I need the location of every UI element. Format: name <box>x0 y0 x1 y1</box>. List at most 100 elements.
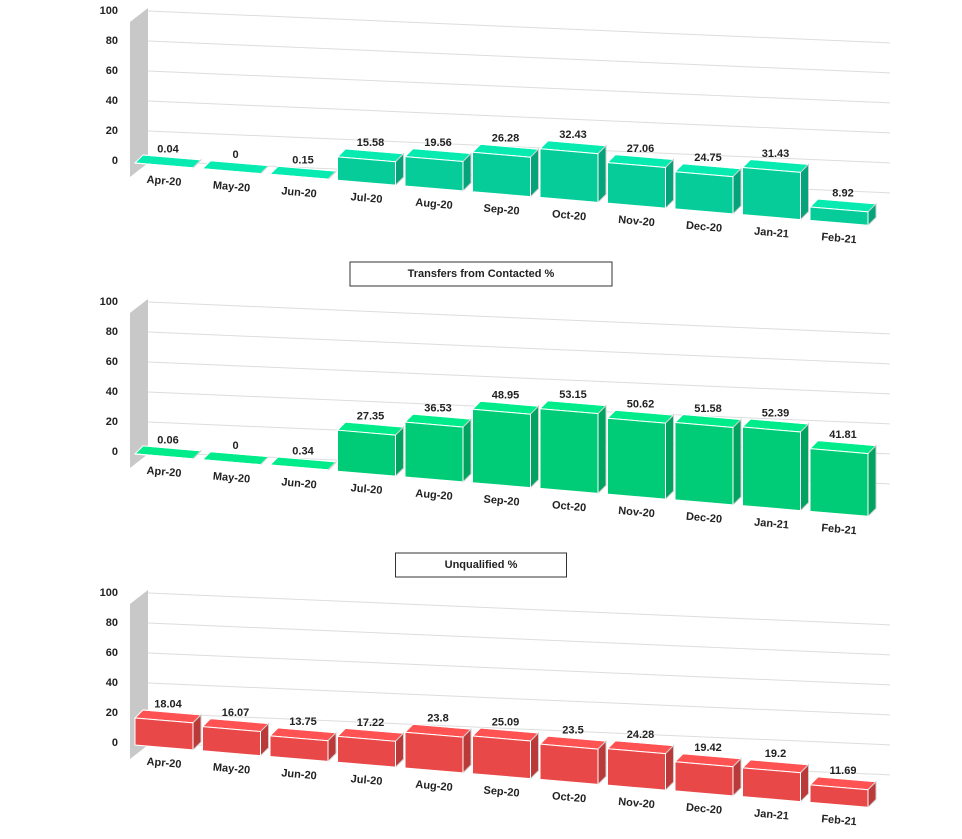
x-tick-label: Jan-21 <box>754 226 790 241</box>
x-tick-label: Oct-20 <box>551 790 586 805</box>
bar <box>336 148 405 187</box>
bar-side <box>665 744 674 792</box>
bar-front <box>742 426 801 512</box>
bar-front <box>809 206 869 226</box>
value-label: 19.2 <box>765 748 786 760</box>
value-label: 23.5 <box>562 725 583 737</box>
bar-front <box>472 408 531 489</box>
bar <box>673 753 743 798</box>
y-tick-label: 100 <box>100 296 118 308</box>
bar <box>403 723 473 775</box>
bar-front <box>607 748 666 791</box>
grid-line <box>147 331 891 365</box>
bar <box>336 727 405 769</box>
x-tick-label: Apr-20 <box>146 756 182 771</box>
x-tick-label: Jul-20 <box>350 773 383 788</box>
x-tick-label: Aug-20 <box>415 779 453 794</box>
x-tick-label: Feb-21 <box>821 813 857 828</box>
bar-front <box>202 168 261 175</box>
value-label: 0.34 <box>292 445 314 457</box>
bar-front <box>269 464 329 471</box>
y-tick-label: 20 <box>106 416 118 428</box>
value-label: 15.58 <box>357 137 385 149</box>
bar <box>133 709 203 752</box>
x-tick-label: May-20 <box>212 180 250 195</box>
bar-front <box>742 166 801 221</box>
y-tick-label: 20 <box>106 707 118 719</box>
value-label: 36.53 <box>424 403 452 415</box>
bar <box>606 409 675 501</box>
bar <box>268 727 338 763</box>
x-tick-label: Aug-20 <box>415 197 453 212</box>
bar-side <box>867 444 877 518</box>
grid-line <box>147 622 891 656</box>
bar-front <box>674 421 734 506</box>
bar-front <box>337 735 396 768</box>
x-tick-label: Sep-20 <box>483 785 520 800</box>
y-tick-label: 100 <box>100 587 118 599</box>
chart-title: Unqualified % <box>445 559 518 571</box>
bar-side <box>665 413 674 501</box>
bar-side <box>462 417 472 484</box>
bar-front <box>674 761 734 797</box>
y-tick-label: 0 <box>112 446 118 458</box>
bar <box>201 451 270 466</box>
x-tick-label: Nov-20 <box>618 214 656 229</box>
value-label: 0.06 <box>157 434 178 446</box>
bar-front <box>539 148 599 203</box>
bar <box>741 418 810 512</box>
bar <box>673 414 743 507</box>
bar <box>606 154 675 210</box>
x-tick-label: Nov-20 <box>618 796 656 811</box>
bar-front <box>539 743 599 785</box>
grid-line <box>147 592 891 626</box>
y-tick-label: 40 <box>106 95 118 107</box>
bar-side <box>260 165 269 175</box>
grid-line <box>147 682 891 716</box>
value-label: 53.15 <box>559 389 587 401</box>
y-tick-label: 100 <box>100 5 118 17</box>
bar-front <box>202 459 261 466</box>
bar-side <box>800 163 809 221</box>
value-label: 0.04 <box>157 143 179 155</box>
grid-line <box>147 40 891 74</box>
bar-side <box>597 739 607 786</box>
bar <box>606 740 675 792</box>
x-tick-label: Sep-20 <box>483 494 520 509</box>
bar <box>741 759 810 803</box>
grid-line <box>147 361 891 395</box>
bar-front <box>809 784 869 808</box>
value-label: 41.81 <box>829 429 857 441</box>
value-label: 13.75 <box>289 716 317 728</box>
bar <box>133 154 203 170</box>
value-label: 19.56 <box>424 137 452 149</box>
bar <box>268 165 338 181</box>
chart: Unqualified % 0 20 40 60 80 100 18.04 Apr-20 16.0… <box>100 552 891 828</box>
value-label: 48.95 <box>492 390 520 402</box>
axis-wall <box>130 299 148 468</box>
bar-front <box>742 767 801 803</box>
bar-front <box>674 171 734 215</box>
bar-side <box>732 167 742 216</box>
y-tick-label: 80 <box>106 326 118 338</box>
y-tick-label: 0 <box>112 155 118 167</box>
value-label: 16.07 <box>222 707 250 719</box>
bar <box>741 158 810 221</box>
bar-side <box>800 422 809 512</box>
bar-front <box>809 448 869 517</box>
y-tick-label: 40 <box>106 386 118 398</box>
title-box <box>349 261 613 287</box>
bar-side <box>732 418 742 507</box>
x-tick-label: Apr-20 <box>146 465 182 480</box>
bar-front <box>134 162 194 169</box>
bar <box>538 400 608 495</box>
value-label: 17.22 <box>357 717 385 729</box>
grid-line <box>147 301 891 335</box>
bar-front <box>337 429 396 477</box>
y-tick-label: 60 <box>106 647 118 659</box>
value-label: 52.39 <box>762 407 790 419</box>
bar <box>403 413 473 484</box>
bar-side <box>395 425 404 478</box>
bar-front <box>404 421 464 483</box>
